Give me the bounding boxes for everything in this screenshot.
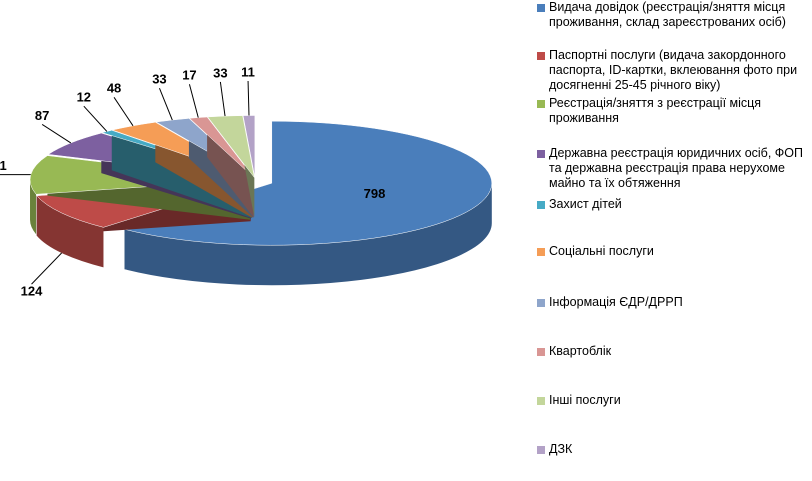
- pie-area: 798 124 131 87 12 48 33 17 33 11: [0, 64, 493, 299]
- legend-entry: Видача довідок (реєстрація/зняття місця …: [537, 0, 805, 30]
- slice-side: [36, 195, 104, 268]
- legend-entry: Інші послуги: [537, 393, 805, 408]
- leader-line: [31, 252, 62, 285]
- legend-entry: Реєстрація/зняття з реєстрації місця про…: [537, 96, 805, 126]
- data-label: 12: [77, 90, 91, 105]
- leader-line: [83, 105, 108, 132]
- data-label: 87: [35, 108, 49, 123]
- legend-entry: ДЗК: [537, 442, 805, 457]
- leader-line: [247, 81, 250, 116]
- legend-swatch: [537, 348, 545, 356]
- data-label: 798: [364, 186, 386, 201]
- legend-swatch: [537, 397, 545, 405]
- legend-entry: Захист дітей: [537, 197, 805, 212]
- leader-line: [158, 87, 173, 121]
- legend-entry: Соціальні послуги: [537, 244, 805, 259]
- legend-swatch: [537, 150, 545, 158]
- legend-entry: Державна реєстрація юридичних осіб, ФОП …: [537, 146, 805, 191]
- slice-side: [124, 183, 492, 286]
- legend-swatch: [537, 52, 545, 60]
- leader-line: [41, 123, 72, 144]
- legend-label: Реєстрація/зняття з реєстрації місця про…: [549, 96, 762, 125]
- data-label: 33: [213, 65, 227, 80]
- legend-label: Інші послуги: [549, 393, 621, 407]
- leader-line: [188, 84, 199, 118]
- leader-line: [113, 97, 134, 127]
- legend-label: Видача довідок (реєстрація/зняття місця …: [549, 0, 786, 29]
- slice-top: [207, 115, 255, 178]
- legend-entry: Паспортні послуги (видача закордонного п…: [537, 48, 805, 93]
- legend-entry: Квартоблік: [537, 344, 805, 359]
- legend-swatch: [537, 100, 545, 108]
- legend-label: ДЗК: [549, 442, 573, 456]
- legend-label: Державна реєстрація юридичних осіб, ФОП …: [549, 146, 803, 190]
- legend-swatch: [537, 446, 545, 454]
- legend-swatch: [537, 201, 545, 209]
- legend-label: Паспортні послуги (видача закордонного п…: [549, 48, 798, 92]
- data-label: 131: [0, 158, 7, 173]
- legend-label: Квартоблік: [549, 344, 612, 358]
- pie-slice: [207, 115, 255, 218]
- legend-entry: Інформація ЄДР/ДРРП: [537, 295, 805, 310]
- leader-line: [219, 81, 226, 117]
- legend-swatch: [537, 248, 545, 256]
- legend-swatch: [537, 4, 545, 12]
- data-label: 11: [241, 64, 255, 79]
- slice-side: [30, 179, 37, 235]
- legend-swatch: [537, 299, 545, 307]
- legend-label: Соціальні послуги: [549, 244, 654, 258]
- data-label: 48: [107, 81, 121, 96]
- data-label: 17: [182, 68, 196, 83]
- data-label: 124: [21, 284, 43, 299]
- legend-label: Інформація ЄДР/ДРРП: [549, 295, 683, 309]
- legend-label: Захист дітей: [549, 197, 622, 211]
- data-label: 33: [152, 72, 166, 87]
